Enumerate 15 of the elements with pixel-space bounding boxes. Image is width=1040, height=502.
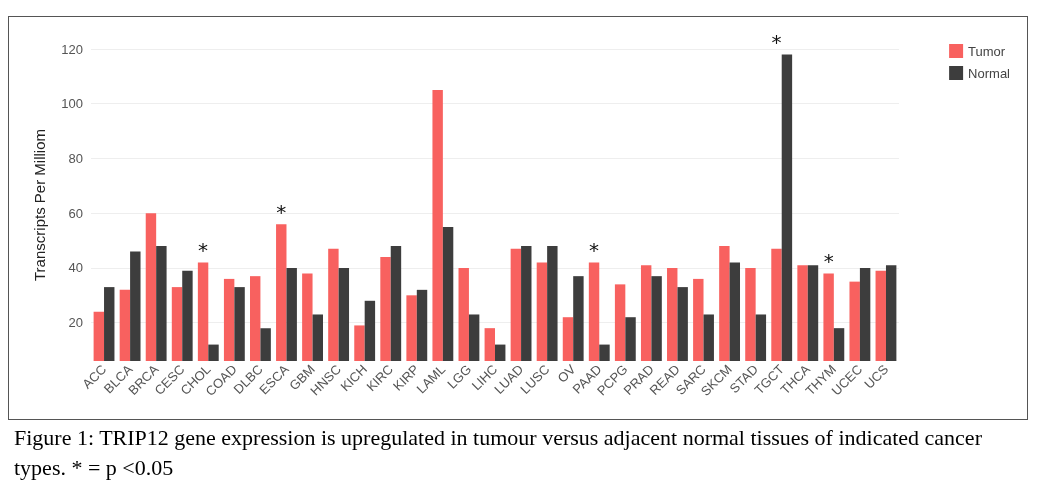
caption: Figure 1: TRIP12 gene expression is upregulated in tumour versus adjacent normal tissues of indicated cancer types. * = p <0.05 <box>14 424 983 482</box>
annotation: * <box>276 200 287 225</box>
y-axis-title: Transcripts Per Milliom <box>31 129 48 281</box>
annotation: * <box>198 238 209 263</box>
legend-label: Normal <box>968 65 1011 81</box>
y-tick-label: 20 <box>68 315 83 331</box>
y-tick-label: 100 <box>61 96 83 112</box>
annotation: * <box>771 30 782 55</box>
legend-label: Tumor <box>968 43 1006 59</box>
y-tick-label: 80 <box>68 150 83 166</box>
y-tick-label: 40 <box>68 260 83 276</box>
y-tick-label: 120 <box>61 41 83 57</box>
annotation: * <box>823 249 834 274</box>
y-tick-label: 60 <box>68 205 83 221</box>
annotation: * <box>589 238 600 263</box>
